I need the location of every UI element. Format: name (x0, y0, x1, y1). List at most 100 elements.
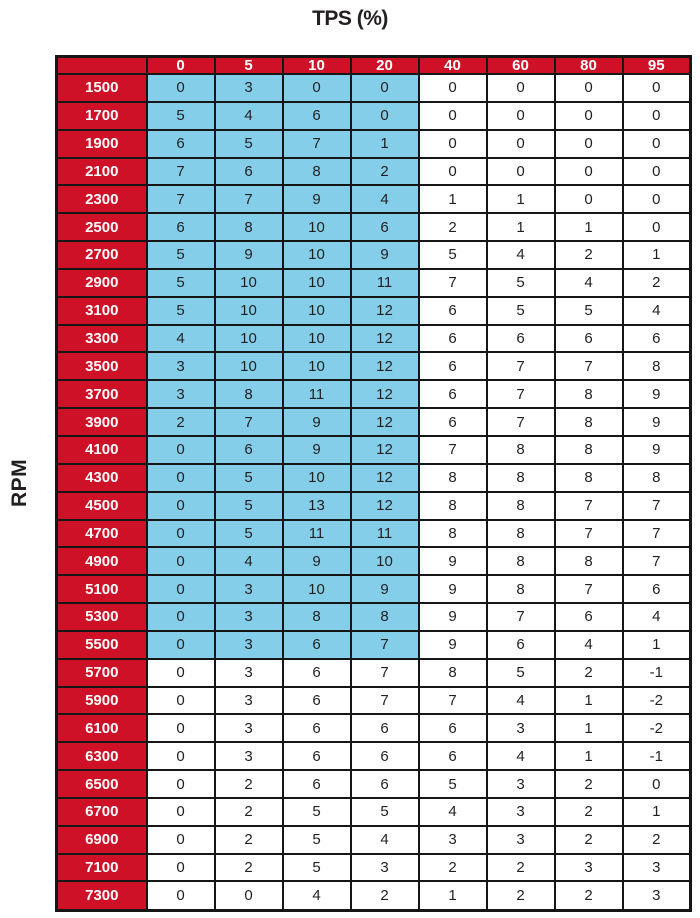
value-cell: 10 (281, 323, 352, 354)
table-row: 2300 7 7 9 4 1 1 0 0 (55, 184, 692, 215)
value-cell: 7 (213, 407, 284, 437)
table-row: 2700 5 9 10 9 5 4 2 1 (55, 240, 692, 270)
value-cell: 5 (213, 490, 284, 521)
value-cell: 10 (213, 323, 284, 354)
rpm-row-header: 6100 (55, 713, 148, 744)
value-cell: 2 (553, 769, 624, 799)
value-cell: 8 (349, 602, 420, 632)
value-cell: 6 (213, 156, 284, 187)
value-cell: 7 (621, 518, 692, 549)
value-cell: 5 (281, 824, 352, 855)
rpm-row-header: 7300 (55, 880, 148, 912)
value-cell: 1 (553, 741, 624, 772)
value-cell: 6 (417, 295, 488, 326)
value-cell: 7 (485, 379, 556, 410)
value-cell: 9 (417, 546, 488, 577)
value-cell: 0 (553, 73, 624, 103)
value-cell: 2 (417, 212, 488, 243)
value-cell: 2 (349, 156, 420, 187)
value-cell: 10 (281, 351, 352, 382)
tps-table-header-row: 0 5 10 20 40 60 80 95 (55, 55, 692, 75)
value-cell: 2 (485, 880, 556, 912)
value-cell: 6 (417, 379, 488, 410)
value-cell: 1 (417, 184, 488, 215)
table-row: 6300 0 3 6 6 6 4 1 -1 (55, 741, 692, 772)
value-cell: 6 (417, 323, 488, 354)
value-cell: 1 (485, 212, 556, 243)
table-row: 4700 0 5 11 11 8 8 7 7 (55, 518, 692, 549)
value-cell: 3 (213, 629, 284, 660)
value-cell: 9 (281, 434, 352, 465)
value-cell: 7 (485, 602, 556, 632)
value-cell: 0 (553, 156, 624, 187)
value-cell: 10 (281, 295, 352, 326)
rpm-row-header: 3100 (55, 295, 148, 326)
value-cell: 7 (417, 267, 488, 298)
value-cell: 9 (349, 240, 420, 270)
value-cell: 9 (281, 184, 352, 215)
value-cell: 9 (281, 546, 352, 577)
tps-column-header: 5 (213, 55, 284, 75)
value-cell: 11 (349, 518, 420, 549)
value-cell: 7 (621, 490, 692, 521)
rpm-row-header: 6300 (55, 741, 148, 772)
value-cell: 3 (621, 852, 692, 883)
rpm-row-header: 2500 (55, 212, 148, 243)
value-cell: 10 (281, 574, 352, 605)
value-cell: 0 (145, 462, 216, 493)
value-cell: 2 (213, 796, 284, 827)
value-cell: 5 (213, 462, 284, 493)
value-cell: 12 (349, 462, 420, 493)
value-cell: 4 (213, 546, 284, 577)
value-cell: 0 (145, 434, 216, 465)
value-cell: 5 (145, 295, 216, 326)
value-cell: 7 (553, 490, 624, 521)
value-cell: 9 (281, 407, 352, 437)
value-cell: 7 (485, 407, 556, 437)
rpm-row-header: 6700 (55, 796, 148, 827)
value-cell: 6 (553, 602, 624, 632)
value-cell: 8 (485, 518, 556, 549)
value-cell: 0 (145, 852, 216, 883)
value-cell: 10 (281, 267, 352, 298)
value-cell: 3 (213, 741, 284, 772)
value-cell: 5 (485, 657, 556, 688)
value-cell: 0 (145, 685, 216, 716)
table-row: 5300 0 3 8 8 9 7 6 4 (55, 602, 692, 632)
value-cell: 0 (145, 629, 216, 660)
value-cell: 6 (145, 128, 216, 159)
value-cell: 7 (281, 128, 352, 159)
value-cell: 7 (417, 685, 488, 716)
value-cell: 5 (213, 128, 284, 159)
table-row: 3100 5 10 10 12 6 5 5 4 (55, 295, 692, 326)
value-cell: 0 (621, 128, 692, 159)
value-cell: 9 (621, 407, 692, 437)
value-cell: 6 (621, 574, 692, 605)
value-cell: 0 (553, 128, 624, 159)
value-cell: 3 (485, 769, 556, 799)
value-cell: 8 (417, 518, 488, 549)
tps-rpm-table: 0 5 10 20 40 60 80 95 1500 0 3 0 0 0 0 0 0 1700 5 4 6 0 0 0 0 0 1… (55, 55, 692, 912)
value-cell: 0 (213, 880, 284, 912)
value-cell: 2 (213, 852, 284, 883)
tps-column-header: 80 (553, 55, 624, 75)
value-cell: 1 (621, 240, 692, 270)
value-cell: 8 (553, 407, 624, 437)
value-cell: 1 (553, 713, 624, 744)
table-row: 3900 2 7 9 12 6 7 8 9 (55, 407, 692, 437)
value-cell: 1 (553, 212, 624, 243)
value-cell: 0 (145, 602, 216, 632)
value-cell: 0 (349, 100, 420, 131)
value-cell: 3 (213, 657, 284, 688)
value-cell: 5 (213, 518, 284, 549)
value-cell: 0 (621, 769, 692, 799)
value-cell: 2 (553, 880, 624, 912)
value-cell: 8 (417, 657, 488, 688)
value-cell: 12 (349, 379, 420, 410)
value-cell: 2 (213, 824, 284, 855)
value-cell: 8 (417, 462, 488, 493)
value-cell: 6 (417, 407, 488, 437)
value-cell: 0 (145, 657, 216, 688)
value-cell: 0 (145, 880, 216, 912)
value-cell: 4 (349, 184, 420, 215)
